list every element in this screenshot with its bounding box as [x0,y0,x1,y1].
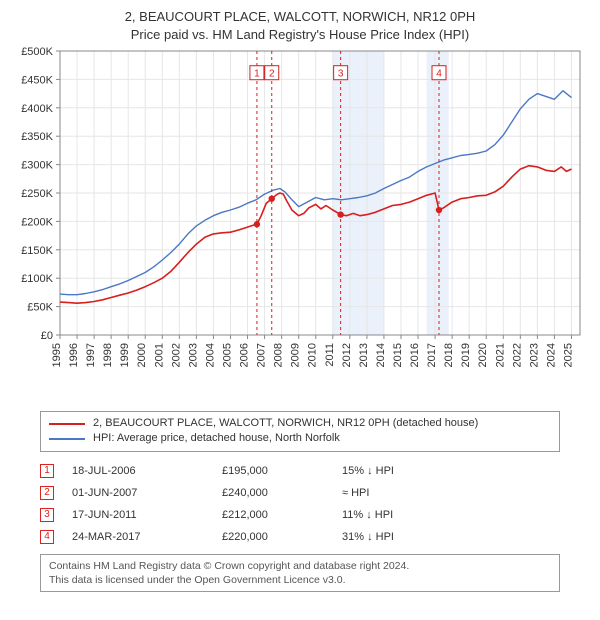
title-line-2: Price paid vs. HM Land Registry's House … [10,26,590,44]
svg-text:2014: 2014 [375,343,387,367]
svg-text:2019: 2019 [460,343,472,367]
row-delta: 31% ↓ HPI [342,531,522,543]
chart-title: 2, BEAUCOURT PLACE, WALCOTT, NORWICH, NR… [10,8,590,43]
svg-text:£300K: £300K [21,160,53,172]
svg-text:3: 3 [338,69,344,80]
table-row: 3 17-JUN-2011£212,00011% ↓ HPI [40,504,560,526]
svg-text:2009: 2009 [290,343,302,367]
svg-text:£150K: £150K [21,245,53,257]
row-price: £195,000 [222,465,342,477]
line-chart-svg: £0 £50K £100K £150K £200K £250K £300K £350K £400… [10,45,590,405]
svg-text:1999: 1999 [119,343,131,367]
row-delta: ≈ HPI [342,487,522,499]
footnote: Contains HM Land Registry data © Crown c… [40,554,560,592]
svg-text:1996: 1996 [68,343,80,367]
legend-item-price-paid: 2, BEAUCOURT PLACE, WALCOTT, NORWICH, NR… [49,416,551,431]
table-row: 1 18-JUL-2006£195,00015% ↓ HPI [40,460,560,482]
svg-text:2001: 2001 [153,343,165,367]
svg-text:2017: 2017 [426,343,438,367]
svg-text:£50K: £50K [27,302,53,314]
row-date: 24-MAR-2017 [72,531,222,543]
svg-text:£250K: £250K [21,188,53,200]
legend-swatch [49,438,85,440]
row-price: £220,000 [222,531,342,543]
svg-text:1995: 1995 [51,343,63,367]
row-date: 18-JUL-2006 [72,465,222,477]
row-delta: 11% ↓ HPI [342,509,522,521]
svg-text:2005: 2005 [221,343,233,367]
svg-text:£450K: £450K [21,74,53,86]
svg-text:2: 2 [269,69,275,80]
svg-text:2002: 2002 [170,343,182,367]
svg-text:2008: 2008 [273,343,285,367]
legend-label: HPI: Average price, detached house, Nort… [93,431,340,446]
svg-text:4: 4 [436,69,442,80]
table-row: 4 24-MAR-2017£220,00031% ↓ HPI [40,526,560,548]
svg-text:2006: 2006 [239,343,251,367]
footnote-line: Contains HM Land Registry data © Crown c… [49,559,551,573]
svg-text:2020: 2020 [477,343,489,367]
svg-text:2000: 2000 [136,343,148,367]
svg-text:2018: 2018 [443,343,455,367]
footnote-line: This data is licensed under the Open Gov… [49,573,551,587]
table-row: 2 01-JUN-2007£240,000≈ HPI [40,482,560,504]
svg-text:£200K: £200K [21,216,53,228]
transactions-table: 1 18-JUL-2006£195,00015% ↓ HPI 2 01-JUN-200… [40,460,560,548]
svg-text:2021: 2021 [494,343,506,367]
svg-text:2022: 2022 [511,343,523,367]
row-badge: 3 [40,508,54,522]
svg-text:£350K: £350K [21,131,53,143]
svg-text:2013: 2013 [358,343,370,367]
legend-label: 2, BEAUCOURT PLACE, WALCOTT, NORWICH, NR… [93,416,478,431]
svg-text:2011: 2011 [324,343,336,367]
svg-text:2003: 2003 [187,343,199,367]
svg-text:£100K: £100K [21,273,53,285]
svg-text:2024: 2024 [545,343,557,367]
row-price: £212,000 [222,509,342,521]
row-date: 17-JUN-2011 [72,509,222,521]
svg-text:2004: 2004 [204,343,216,367]
svg-text:1: 1 [254,69,260,80]
chart-area: £0 £50K £100K £150K £200K £250K £300K £350K £400… [10,45,590,405]
row-badge: 4 [40,530,54,544]
svg-text:£400K: £400K [21,103,53,115]
svg-text:2010: 2010 [307,343,319,367]
row-price: £240,000 [222,487,342,499]
legend-swatch [49,423,85,425]
svg-text:2023: 2023 [528,343,540,367]
row-delta: 15% ↓ HPI [342,465,522,477]
svg-text:2015: 2015 [392,343,404,367]
svg-text:2025: 2025 [562,343,574,367]
svg-text:1997: 1997 [85,343,97,367]
svg-text:£0: £0 [41,330,53,342]
svg-text:£500K: £500K [21,46,53,58]
row-date: 01-JUN-2007 [72,487,222,499]
row-badge: 1 [40,464,54,478]
svg-text:2016: 2016 [409,343,421,367]
legend-item-hpi: HPI: Average price, detached house, Nort… [49,431,551,446]
svg-text:1998: 1998 [102,343,114,367]
chart-card: 2, BEAUCOURT PLACE, WALCOTT, NORWICH, NR… [0,0,600,620]
svg-text:2012: 2012 [341,343,353,367]
legend: 2, BEAUCOURT PLACE, WALCOTT, NORWICH, NR… [40,411,560,452]
svg-text:2007: 2007 [256,343,268,367]
title-line-1: 2, BEAUCOURT PLACE, WALCOTT, NORWICH, NR… [10,8,590,26]
row-badge: 2 [40,486,54,500]
